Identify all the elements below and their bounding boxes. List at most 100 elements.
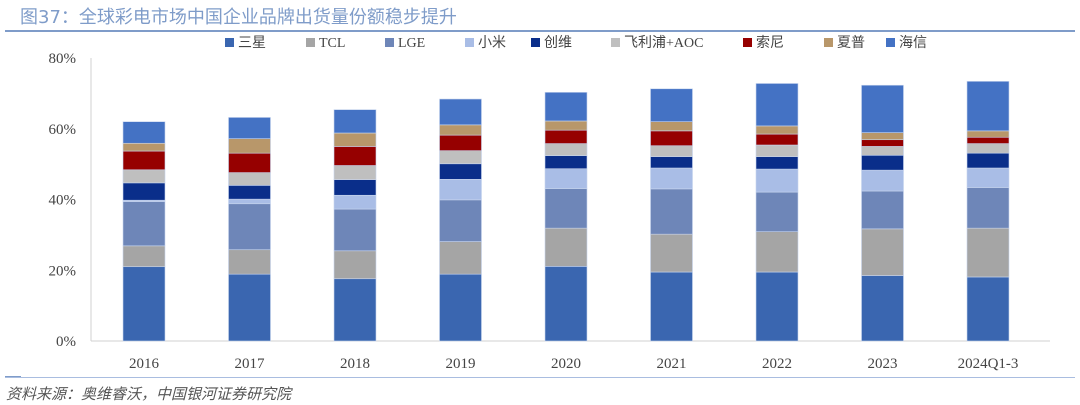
bar-segment-小米-2018 [333, 194, 377, 210]
bar-segment-创维-2022 [755, 156, 799, 170]
x-tick-label: 2016 [129, 356, 160, 372]
bar-segment-小米-2021 [650, 167, 693, 190]
bar-segment-海信-2016 [122, 121, 166, 144]
bar-segment-海信-2022 [755, 83, 799, 127]
bar-segment-LGE-2023 [861, 190, 904, 230]
bar-segment-LGE-2019 [439, 199, 482, 242]
bar-segment-索尼-2017 [228, 152, 271, 173]
x-tick-label: 2022 [762, 356, 792, 372]
legend-swatch-海信 [886, 38, 895, 47]
bar-segment-小米-2023 [861, 169, 904, 192]
bar-segment-创维-2016 [122, 182, 166, 201]
bar-segment-飞利浦+AOC-2021 [650, 145, 693, 157]
bar-segment-LGE-2022 [755, 191, 799, 232]
bar-segment-海信-2021 [650, 88, 693, 122]
legend-label: 小米 [478, 35, 506, 51]
bar-segment-海信-2018 [333, 109, 377, 134]
bar-segment-索尼-2018 [333, 146, 377, 166]
bar-segment-夏普-2023 [861, 132, 904, 141]
bar-segment-三星-2018 [333, 278, 377, 342]
bar-segment-夏普-2021 [650, 121, 693, 132]
bar-segment-TCL-2020 [544, 227, 588, 267]
bar-segment-索尼-2022 [755, 133, 799, 146]
bar-segment-索尼-2021 [650, 130, 693, 147]
legend-swatch-夏普 [824, 38, 833, 47]
x-tick-label: 2019 [446, 356, 476, 372]
bar-segment-索尼-2023 [861, 139, 904, 147]
bar-segment-夏普-2020 [544, 120, 588, 131]
bar-segment-飞利浦+AOC-2017 [228, 172, 271, 186]
bar-segment-海信-2019 [439, 98, 482, 126]
bar-segment-创维-2020 [544, 155, 588, 170]
legend-label: TCL [319, 36, 345, 51]
legend-swatch-飞利浦+AOC [611, 38, 620, 47]
bar-segment-飞利浦+AOC-2019 [439, 150, 482, 165]
y-tick-label: 80% [49, 51, 77, 67]
bar-segment-夏普-2024Q1-3 [966, 130, 1010, 138]
bar-segment-夏普-2017 [228, 138, 271, 154]
footer-divider [5, 377, 1075, 378]
bar-segment-LGE-2021 [650, 188, 693, 235]
y-tick-label: 20% [49, 263, 77, 279]
bar-segment-夏普-2019 [439, 124, 482, 136]
bar-segment-小米-2022 [755, 168, 799, 193]
bar-segment-LGE-2017 [228, 203, 271, 251]
x-tick-label: 2018 [340, 356, 370, 372]
bar-segment-TCL-2024Q1-3 [966, 227, 1010, 278]
x-tick-label: 2020 [551, 356, 581, 372]
legend-label: 三星 [238, 36, 266, 51]
title-divider [5, 30, 1075, 32]
bar-segment-LGE-2020 [544, 188, 588, 229]
bar-segment-三星-2017 [228, 273, 271, 342]
bar-segment-飞利浦+AOC-2018 [333, 165, 377, 180]
bar-segment-创维-2019 [439, 163, 482, 180]
bar-segment-TCL-2019 [439, 241, 482, 275]
legend-label: 创维 [544, 35, 572, 51]
bar-segment-索尼-2024Q1-3 [966, 136, 1010, 144]
legend-swatch-LGE [385, 38, 394, 47]
bar-segment-飞利浦+AOC-2022 [755, 144, 799, 157]
y-tick-label: 0% [56, 334, 76, 350]
bar-segment-夏普-2016 [122, 142, 166, 152]
bar-segment-小米-2017 [228, 198, 271, 205]
bar-segment-三星-2021 [650, 271, 693, 342]
bar-segment-小米-2024Q1-3 [966, 167, 1010, 188]
bar-segment-三星-2023 [861, 275, 904, 342]
y-tick-label: 40% [49, 193, 77, 209]
bar-segment-LGE-2016 [122, 201, 166, 247]
bar-segment-三星-2019 [439, 273, 482, 342]
legend-swatch-TCL [306, 38, 315, 47]
x-tick-label: 2017 [235, 356, 266, 372]
bar-segment-TCL-2022 [755, 231, 799, 273]
x-tick-label: 2024Q1-3 [958, 356, 1019, 372]
bar-segment-飞利浦+AOC-2023 [861, 146, 904, 156]
bar-segment-TCL-2023 [861, 228, 904, 276]
y-tick-label: 60% [49, 122, 77, 138]
bar-segment-TCL-2018 [333, 250, 377, 280]
bar-segment-索尼-2019 [439, 134, 482, 151]
bar-segment-索尼-2020 [544, 129, 588, 144]
bar-segment-三星-2020 [544, 266, 588, 342]
bar-segment-三星-2016 [122, 266, 166, 342]
bar-segment-飞利浦+AOC-2016 [122, 169, 166, 184]
x-tick-label: 2023 [868, 356, 898, 372]
bar-segment-创维-2017 [228, 185, 271, 200]
bar-segment-海信-2017 [228, 117, 271, 139]
bar-segment-LGE-2024Q1-3 [966, 187, 1010, 229]
bar-segment-海信-2023 [861, 84, 904, 133]
source-note: 资料来源：奥维睿沃，中国银河证券研究院 [6, 385, 292, 403]
legend-swatch-三星 [225, 38, 234, 47]
bar-segment-三星-2022 [755, 271, 799, 342]
bar-segment-创维-2018 [333, 179, 377, 196]
legend-swatch-创维 [531, 38, 540, 47]
bar-segment-创维-2021 [650, 156, 693, 169]
bar-segment-创维-2024Q1-3 [966, 152, 1010, 169]
bar-segment-创维-2023 [861, 154, 904, 171]
bar-segment-海信-2024Q1-3 [966, 81, 1010, 132]
bar-segment-飞利浦+AOC-2020 [544, 143, 588, 156]
bar-segment-小米-2019 [439, 179, 482, 201]
bar-segment-TCL-2016 [122, 245, 166, 268]
legend-label: 索尼 [756, 34, 784, 51]
bar-segment-小米-2020 [544, 168, 588, 189]
